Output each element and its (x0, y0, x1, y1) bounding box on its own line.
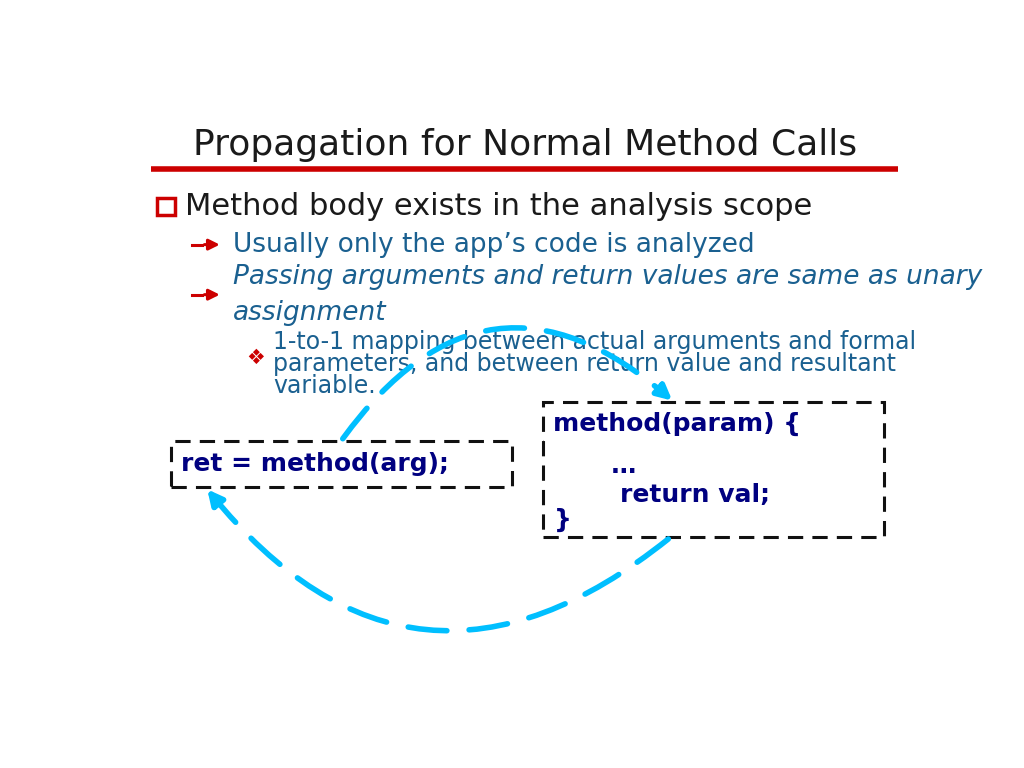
Text: 1-to-1 mapping between actual arguments and formal: 1-to-1 mapping between actual arguments … (273, 330, 916, 354)
Text: return val;: return val; (586, 483, 770, 507)
Text: Method body exists in the analysis scope: Method body exists in the analysis scope (185, 192, 813, 220)
Text: ❖: ❖ (247, 348, 265, 368)
FancyBboxPatch shape (543, 402, 884, 538)
Text: variable.: variable. (273, 373, 376, 398)
Text: Propagation for Normal Method Calls: Propagation for Normal Method Calls (193, 127, 857, 161)
Text: …: … (586, 454, 637, 478)
Text: Passing arguments and return values are same as unary
assignment: Passing arguments and return values are … (232, 263, 982, 326)
Bar (158, 197, 174, 214)
FancyBboxPatch shape (171, 441, 512, 487)
Text: parameters, and between return value and resultant: parameters, and between return value and… (273, 352, 896, 376)
Text: method(param) {: method(param) { (554, 412, 802, 436)
Text: }: } (554, 508, 571, 532)
Text: ret = method(arg);: ret = method(arg); (181, 452, 450, 476)
FancyArrowPatch shape (343, 328, 668, 439)
FancyArrowPatch shape (211, 494, 669, 631)
Text: Usually only the app’s code is analyzed: Usually only the app’s code is analyzed (232, 232, 755, 257)
